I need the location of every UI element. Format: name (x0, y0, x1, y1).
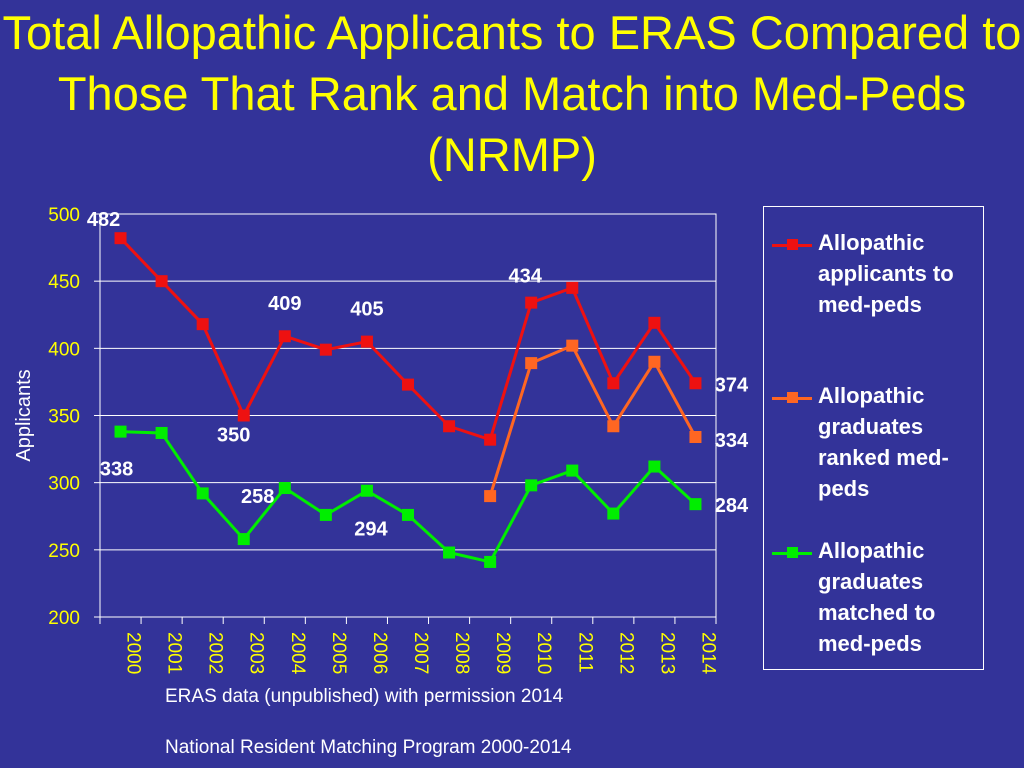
point-s0-2008 (443, 420, 456, 433)
point-s1-2009 (484, 490, 497, 503)
point-s1-2011 (566, 339, 579, 352)
point-s0-2012 (607, 377, 620, 390)
y-tick-label-200: 200 (48, 608, 80, 629)
x-tick-label-2007: 2007 (410, 632, 431, 674)
legend: Allopathic applicants to med-peds Allopa… (763, 206, 984, 670)
y-tick-label-450: 450 (48, 272, 80, 293)
point-s2-2014 (689, 498, 702, 511)
x-tick-label-2013: 2013 (656, 632, 677, 674)
point-s0-2004 (278, 330, 291, 343)
point-s2-2013 (648, 460, 661, 473)
x-tick-label-2006: 2006 (369, 632, 390, 674)
point-s0-2006 (360, 335, 373, 348)
point-s0-2001 (155, 275, 168, 288)
y-tick-label-250: 250 (48, 541, 80, 562)
point-s0-2014 (689, 377, 702, 390)
legend-marker-matched (772, 547, 812, 559)
data-label-s2-2000: 338 (100, 459, 133, 481)
series-line-1 (488, 343, 697, 497)
point-s0-2010 (525, 296, 538, 309)
data-label-s2-2003: 258 (241, 486, 274, 508)
point-s0-2013 (648, 316, 661, 329)
data-label-s0-2000: 482 (87, 209, 120, 231)
point-s0-2009 (484, 433, 497, 446)
point-s0-2003 (237, 409, 250, 422)
data-label-s0-2010: 434 (509, 266, 543, 288)
x-tick-label-2011: 2011 (574, 632, 595, 673)
x-tick-label-2004: 2004 (287, 632, 308, 675)
y-tick-label-350: 350 (48, 407, 80, 428)
x-tick-label-2012: 2012 (615, 632, 636, 674)
point-s2-2011 (566, 464, 579, 477)
data-label-s0-2004: 409 (268, 293, 301, 315)
point-s2-2010 (525, 479, 538, 492)
data-label-s2-2006: 294 (354, 519, 388, 541)
point-s2-2006 (360, 484, 373, 497)
source-line-nrmp: National Resident Matching Program 2000-… (165, 737, 572, 758)
legend-label-matched: Allopathic graduates matched to med-peds (818, 538, 936, 656)
point-s2-2007 (402, 508, 414, 521)
point-s2-2004 (278, 482, 291, 495)
x-tick-label-2010: 2010 (533, 632, 554, 674)
point-s2-2009 (484, 555, 497, 568)
x-tick-label-2014: 2014 (697, 632, 718, 675)
point-s2-2012 (607, 507, 620, 520)
point-s1-2010 (525, 357, 538, 370)
point-s2-2001 (155, 426, 168, 439)
point-s2-2000 (114, 425, 127, 438)
point-s0-2007 (402, 378, 414, 391)
x-tick-label-2003: 2003 (246, 632, 267, 674)
x-tick-label-2009: 2009 (492, 632, 513, 674)
y-tick-label-400: 400 (48, 339, 80, 360)
x-tick-label-2001: 2001 (164, 632, 185, 674)
legend-label-applicants: Allopathic applicants to med-peds (818, 230, 954, 317)
point-s0-2002 (196, 318, 209, 331)
series-line-0 (119, 237, 697, 442)
point-s0-2005 (319, 343, 332, 356)
x-tick-label-2005: 2005 (328, 632, 349, 674)
data-label-s1-2014: 334 (715, 430, 749, 452)
x-tick-label-2008: 2008 (451, 632, 472, 674)
source-line-eras: ERAS data (unpublished) with permission … (165, 686, 564, 707)
legend-label-ranked: Allopathic graduates ranked med-peds (818, 383, 949, 501)
point-s0-2000 (114, 232, 127, 245)
data-label-s0-2003: 350 (217, 425, 250, 447)
slide-title: Total Allopathic Applicants to ERAS Comp… (2, 6, 1022, 181)
legend-marker-applicants (772, 239, 812, 251)
legend-marker-ranked (772, 392, 812, 404)
point-s2-2005 (319, 508, 332, 521)
point-s2-2003 (237, 533, 250, 546)
y-tick-label-300: 300 (48, 474, 80, 495)
point-s2-2002 (196, 487, 209, 500)
y-axis-label: Applicants (13, 369, 35, 461)
x-tick-label-2002: 2002 (205, 632, 226, 674)
data-label-s0-2014: 374 (715, 374, 749, 396)
point-s1-2014 (689, 430, 702, 443)
point-s1-2013 (648, 355, 661, 368)
y-tick-label-500: 500 (48, 205, 80, 226)
x-tick-label-2000: 2000 (123, 632, 144, 674)
data-label-s2-2014: 284 (715, 495, 749, 517)
point-s2-2008 (443, 546, 456, 559)
point-s1-2012 (607, 420, 620, 433)
data-label-s0-2006: 405 (350, 299, 383, 321)
point-s0-2011 (566, 281, 579, 294)
